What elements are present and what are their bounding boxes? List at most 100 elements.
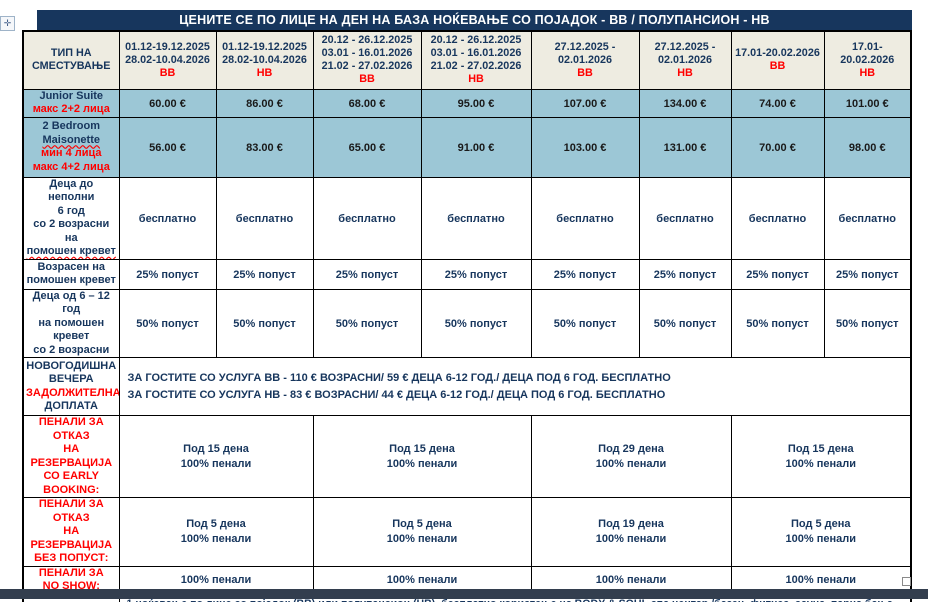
discount-value: бесплатно (447, 213, 505, 225)
table-move-handle[interactable]: ✛ (0, 16, 15, 31)
discount-value-cell: бесплатно (420, 176, 532, 260)
discount-value-cell: 50% попуст (823, 288, 912, 358)
table-title-bar: ЦЕНИТЕ СЕ ПО ЛИЦЕ НА ДЕН НА БАЗА НОЌЕВАЊ… (37, 10, 912, 30)
price-value: 56.00 € (149, 142, 186, 154)
price-cell: 74.00 € (730, 88, 825, 118)
discount-value-cell: бесплатно (118, 176, 217, 260)
discount-value-cell: 25% попуст (638, 258, 732, 290)
discount-label-cell: Деца од 6 – 12 год на помошен кревет со … (22, 288, 120, 358)
discount-value: 50% попуст (836, 318, 899, 331)
includes-content-text: 1 ноќевање по лице со појадок (BB) или п… (127, 598, 896, 602)
discount-label: Деца до неполни (48, 177, 95, 203)
date-range: 27.12.2025 - (554, 40, 616, 53)
penalty-value: 100% пенали (595, 457, 667, 470)
season-header-cell: 17.01-20.02.2026 НВ (823, 30, 912, 90)
discount-value-cell: 50% попуст (420, 288, 532, 358)
price-cell: 101.00 € (823, 88, 912, 118)
discount-label-cell: Деца до неполни 6 год со 2 возрасни на п… (22, 176, 120, 260)
date-range: 28.02-10.04.2026 (125, 53, 210, 66)
discount-value: бесплатно (656, 213, 714, 225)
discount-value-cell: 50% попуст (730, 288, 825, 358)
board-type: НВ (468, 73, 484, 86)
room-name: Junior Suite (39, 89, 104, 102)
date-range: 01.12-19.12.2025 (222, 40, 307, 53)
discount-value-cell: 50% попуст (530, 288, 640, 358)
price-table: ТИП НА СМЕСТУВАЊЕ 01.12-19.12.2025 28.02… (22, 30, 912, 602)
table-resize-handle[interactable] (902, 577, 911, 586)
date-range: 21.02 - 27.02.2026 (430, 60, 522, 73)
penalty-label: ПЕНАЛИ ЗА ОТКАЗ (38, 416, 104, 442)
date-range: 03.01 - 16.01.2026 (321, 47, 413, 60)
price-cell: 134.00 € (638, 88, 732, 118)
type-header-cell: ТИП НА СМЕСТУВАЊЕ (22, 30, 120, 90)
penalty-value: Под 19 дена (598, 517, 664, 530)
penalty-value: Под 5 дена (392, 517, 452, 530)
discount-value: 25% попуст (553, 269, 617, 281)
discount-label-cell: Возрасен на помошен кревет (22, 258, 120, 290)
discount-label: Возрасен на (37, 260, 106, 273)
room-row-junior-suite: Junior Suite макс 2+2 лица 60.00 € 86.00… (22, 88, 912, 118)
discount-value: 25% попуст (653, 269, 717, 281)
board-type: BB (577, 66, 593, 79)
discount-row-children-6-12: Деца од 6 – 12 год на помошен кревет со … (22, 288, 912, 358)
discount-value: 50% попуст (746, 318, 809, 331)
penalty-value: 100% пенали (785, 532, 856, 545)
page-title: ЦЕНИТЕ СЕ ПО ЛИЦЕ НА ДЕН НА БАЗА НОЌЕВАЊ… (179, 13, 770, 27)
discount-value: бесплатно (138, 213, 197, 225)
penalty-value: 100% пенали (180, 573, 252, 586)
price-value: 98.00 € (848, 142, 886, 154)
discount-value-cell: бесплатно (530, 176, 640, 260)
room-capacity: мин 4 лица (40, 147, 102, 159)
date-range: 20.12 - 26.12.2025 (321, 34, 413, 47)
date-range: 28.02-10.04.2026 (222, 53, 307, 66)
discount-value: 50% попуст (233, 318, 296, 331)
penalty-label: НА РЕЗЕРВАЦИЈА (30, 443, 113, 469)
penalty-label-cell: ПЕНАЛИ ЗА ОТКАЗ НА РЕЗЕРВАЦИЈА СО EARLY … (22, 415, 120, 498)
price-value: 65.00 € (348, 142, 386, 154)
price-value: 101.00 € (845, 98, 889, 110)
penalty-value-cell: Под 5 дена 100% пенали (730, 497, 912, 567)
penalty-value: 100% пенали (595, 532, 667, 545)
dinner-label-cell: НОВОГОДИШНА ВЕЧЕРА ЗАДОЛЖИТЕЛНА ДОПЛАТА (22, 357, 120, 416)
type-header-line: ТИП НА (50, 47, 92, 60)
discount-value: 50% попуст (335, 318, 399, 331)
penalty-row-early-booking: ПЕНАЛИ ЗА ОТКАЗ НА РЕЗЕРВАЦИЈА СО EARLY … (22, 415, 912, 498)
penalty-label: BOOKING: (43, 483, 100, 496)
discount-value-cell: 50% попуст (118, 288, 217, 358)
penalty-value-cell: Под 15 дена 100% пенали (312, 415, 532, 498)
discount-label: помошен кревет (26, 274, 116, 286)
price-value: 74.00 € (759, 98, 796, 110)
penalty-label: СО EARLY (43, 470, 100, 482)
discount-value-cell: 25% попуст (420, 258, 532, 290)
discount-value: 50% попуст (444, 318, 508, 331)
room-name-cell: Junior Suite макс 2+2 лица (22, 88, 120, 118)
board-type: НВ (677, 66, 693, 79)
penalty-value: Под 29 дена (598, 442, 664, 455)
price-value: 83.00 € (246, 142, 283, 154)
move-arrows-icon: ✛ (3, 18, 12, 28)
room-name-cell: 2 Bedroom Maisonette мин 4 лица макс 4+2… (22, 116, 120, 178)
dinner-label: ЗАДОЛЖИТЕЛНА (26, 386, 119, 399)
penalty-value: 100% пенали (785, 573, 856, 586)
penalty-value: 100% пенали (180, 457, 252, 470)
penalty-value-cell: Под 15 дена 100% пенали (730, 415, 912, 498)
dinner-label: ДОПЛАТА (44, 400, 98, 412)
window-bottom-bar (0, 589, 928, 599)
price-value: 134.00 € (663, 98, 707, 110)
season-header-cell: 17.01-20.02.2026 BB (730, 30, 825, 90)
dinner-content-cell: ЗА ГОСТИТЕ СО УСЛУГА BB - 110 € ВОЗРАСНИ… (118, 357, 912, 416)
discount-label: 6 год (57, 204, 85, 217)
dinner-surcharge-row: НОВОГОДИШНА ВЕЧЕРА ЗАДОЛЖИТЕЛНА ДОПЛАТА … (22, 357, 912, 416)
header-row: ТИП НА СМЕСТУВАЊЕ 01.12-19.12.2025 28.02… (22, 30, 912, 90)
price-value: 86.00 € (246, 98, 283, 110)
date-range: 20.12 - 26.12.2025 (430, 34, 522, 47)
discount-value: бесплатно (838, 213, 896, 225)
discount-label: со 2 возрасни на (33, 218, 110, 244)
room-name: Maisonette (42, 133, 100, 146)
price-cell: 68.00 € (312, 88, 422, 118)
board-type: BB (359, 73, 375, 86)
discount-value-cell: 50% попуст (312, 288, 422, 358)
date-range: 21.02 - 27.02.2026 (321, 60, 413, 73)
discount-value-cell: 50% попуст (215, 288, 314, 358)
